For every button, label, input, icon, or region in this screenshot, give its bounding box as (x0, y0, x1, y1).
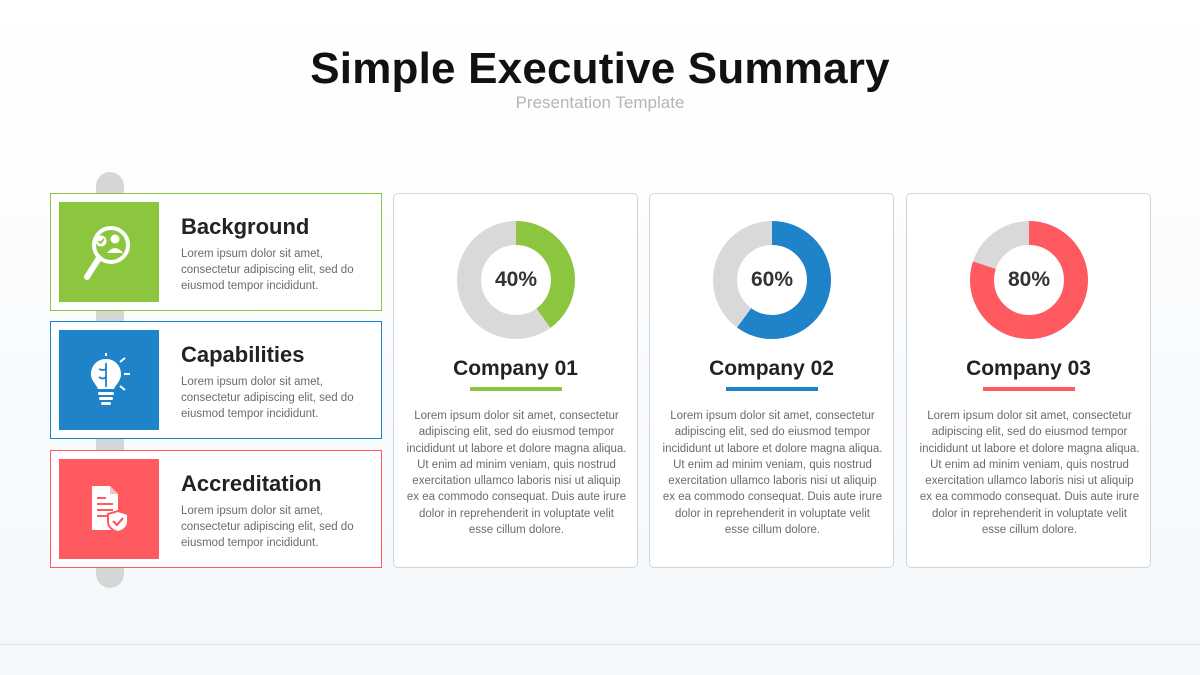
donut-svg (713, 221, 831, 339)
company-description: Lorem ipsum dolor sit amet, consectetur … (662, 410, 883, 537)
company-card-03[interactable]: 80% Company 03 Lorem ipsum dolor sit ame… (906, 193, 1151, 568)
category-description: Lorem ipsum dolor sit amet, consectetur … (181, 376, 354, 420)
donut-svg (970, 221, 1088, 339)
donut-svg (457, 221, 575, 339)
category-title: Background (181, 214, 310, 239)
donut-percent-label: 60% (750, 268, 794, 291)
company-underline (983, 387, 1075, 391)
donut-chart: 60% (712, 220, 832, 340)
document-shield-icon (92, 486, 129, 534)
donut-chart: 80% (969, 220, 1089, 340)
category-description: Lorem ipsum dolor sit amet, consectetur … (181, 248, 354, 292)
company-name: Company 02 (709, 357, 834, 380)
company-name: Company 03 (966, 357, 1091, 380)
donut-arc (970, 221, 1088, 339)
company-underline (470, 387, 562, 391)
company-description: Lorem ipsum dolor sit amet, consectetur … (406, 410, 627, 537)
donut-percent-label: 40% (494, 268, 538, 291)
magnifier-person-icon (84, 226, 130, 280)
category-icon-box (59, 459, 159, 559)
company-description: Lorem ipsum dolor sit amet, consectetur … (919, 410, 1140, 537)
category-card-capabilities[interactable]: Capabilities Lorem ipsum dolor sit amet,… (50, 321, 382, 439)
bottom-divider (0, 644, 1200, 645)
category-card-background[interactable]: Background Lorem ipsum dolor sit amet, c… (50, 193, 382, 311)
category-icon-box (59, 202, 159, 302)
donut-arc (457, 221, 575, 339)
category-icon-box (59, 330, 159, 430)
donut-arc (713, 221, 831, 339)
category-title: Accreditation (181, 471, 322, 496)
page-title: Simple Executive Summary (310, 44, 890, 93)
category-description: Lorem ipsum dolor sit amet, consectetur … (181, 505, 354, 549)
donut-chart: 40% (456, 220, 576, 340)
company-card-01[interactable]: 40% Company 01 Lorem ipsum dolor sit ame… (393, 193, 638, 568)
category-card-accreditation[interactable]: Accreditation Lorem ipsum dolor sit amet… (50, 450, 382, 568)
page-subtitle: Presentation Template (515, 93, 685, 112)
lightbulb-brain-icon (91, 353, 130, 405)
donut-percent-label: 80% (1007, 268, 1051, 291)
company-name: Company 01 (453, 357, 578, 380)
company-card-02[interactable]: 60% Company 02 Lorem ipsum dolor sit ame… (649, 193, 894, 568)
company-underline (726, 387, 818, 391)
category-title: Capabilities (181, 342, 305, 367)
